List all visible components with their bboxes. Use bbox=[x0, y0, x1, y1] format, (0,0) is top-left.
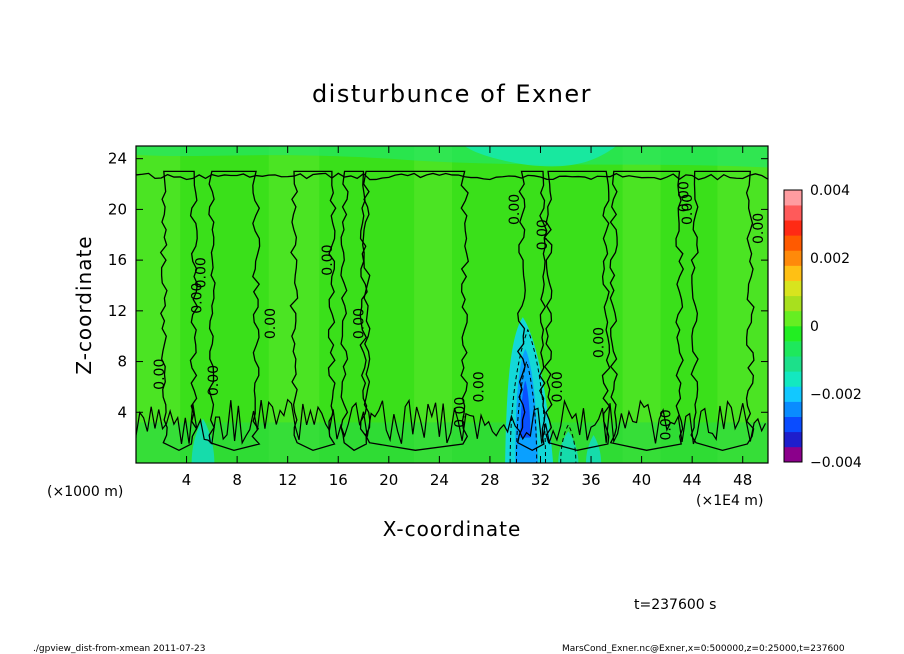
contour-label: 0.00 bbox=[535, 219, 551, 250]
colorbar-swatch bbox=[784, 205, 802, 221]
field-top-layer bbox=[136, 146, 768, 168]
contour-line bbox=[159, 170, 199, 452]
contour-line-negative bbox=[560, 424, 577, 463]
x-tick-label: 24 bbox=[430, 471, 449, 489]
x-tick-label: 20 bbox=[379, 471, 398, 489]
colorbar-swatch bbox=[784, 446, 802, 463]
colorbar-swatch bbox=[784, 401, 802, 417]
contour-line bbox=[136, 172, 768, 181]
colorbar-tick-label: −0.004 bbox=[810, 455, 862, 471]
y-axis-label: Z-coordinate bbox=[72, 235, 96, 374]
contour-label: 0.00 bbox=[152, 359, 168, 390]
field-patch bbox=[558, 431, 579, 463]
contour-label: 0.00 bbox=[550, 371, 566, 402]
y-tick-label: 20 bbox=[108, 200, 127, 218]
contour-label: 0.00 bbox=[206, 365, 222, 396]
chart-title: disturbunce of Exner bbox=[312, 80, 592, 108]
contour-line bbox=[289, 170, 337, 452]
colorbar-frame bbox=[783, 189, 803, 463]
contour-line bbox=[543, 170, 611, 451]
time-label: t=237600 s bbox=[634, 597, 716, 613]
x-axis-label: X-coordinate bbox=[383, 517, 522, 541]
contour-line bbox=[362, 170, 469, 451]
x-tick-label: 16 bbox=[329, 471, 348, 489]
x-tick-label: 8 bbox=[232, 471, 242, 489]
contour-label: 0.00 bbox=[472, 371, 488, 402]
footer-right: MarsCond_Exner.nc@Exner,x=0:500000,z=0:2… bbox=[562, 644, 845, 654]
contour-line bbox=[340, 170, 368, 452]
field-patch bbox=[585, 435, 602, 463]
colorbar-swatch bbox=[784, 326, 802, 342]
field-band bbox=[717, 146, 768, 463]
x-unit-left: (×1000 m) bbox=[47, 484, 123, 500]
contour-label: 0.00 bbox=[352, 308, 368, 339]
contour-label: 0.00 bbox=[507, 194, 523, 225]
x-tick-label: 32 bbox=[531, 471, 550, 489]
field-top-cyan bbox=[464, 146, 617, 167]
contour-label: 0.00 bbox=[263, 308, 279, 339]
colorbar-swatches bbox=[784, 190, 802, 463]
contour-lines bbox=[136, 170, 768, 463]
x-tick-label: 4 bbox=[182, 471, 192, 489]
plot-frame bbox=[135, 145, 769, 464]
field-patch bbox=[191, 418, 215, 463]
x-tick-label: 36 bbox=[581, 471, 600, 489]
contour-labels: 0.000.000.000.000.000.000.000.000.000.00… bbox=[152, 181, 767, 440]
colorbar-tick-label: −0.002 bbox=[810, 387, 862, 403]
contour-label: 0.00 bbox=[659, 409, 675, 440]
colorbar-swatch bbox=[784, 235, 802, 251]
contour-line bbox=[208, 170, 261, 451]
contour-label: 0.00 bbox=[676, 181, 692, 212]
x-tick-label: 44 bbox=[683, 471, 702, 489]
x-tick-label: 28 bbox=[480, 471, 499, 489]
colorbar-tick-label: 0.002 bbox=[810, 251, 850, 267]
contour-line-negative bbox=[515, 359, 538, 463]
contour-label: 0.00 bbox=[190, 283, 206, 314]
colorbar: 0.004 0.002 0 −0.002 −0.004 bbox=[783, 183, 862, 471]
colorbar-swatch bbox=[784, 220, 802, 236]
contour-label: 0.00 bbox=[592, 327, 608, 358]
colorbar-swatch bbox=[784, 431, 802, 448]
colorbar-swatch bbox=[784, 356, 802, 372]
x-ticks: 4 8 12 16 20 24 28 32 36 40 44 48 bbox=[182, 146, 752, 489]
y-tick-label: 16 bbox=[108, 251, 127, 269]
colorbar-swatch bbox=[784, 295, 802, 312]
y-tick-label: 12 bbox=[108, 302, 127, 320]
colorbar-swatch bbox=[784, 190, 802, 206]
plot-area: 0.000.000.000.000.000.000.000.000.000.00… bbox=[108, 145, 769, 489]
contour-label: 0.00 bbox=[194, 257, 210, 288]
field-band bbox=[414, 146, 452, 463]
contour-line bbox=[690, 170, 755, 451]
contour-label: 0.00 bbox=[751, 213, 767, 244]
x-tick-label: 12 bbox=[278, 471, 297, 489]
y-tick-label: 4 bbox=[117, 403, 127, 421]
colorbar-swatch bbox=[784, 250, 802, 266]
contour-label: 0.00 bbox=[320, 245, 336, 276]
contour-line bbox=[516, 170, 548, 452]
x-tick-label: 40 bbox=[632, 471, 651, 489]
colorbar-swatch bbox=[784, 310, 802, 327]
colorbar-swatch bbox=[784, 371, 802, 387]
x-unit-right: (×1E4 m) bbox=[696, 493, 763, 509]
contour-label: 0.00 bbox=[453, 397, 469, 428]
colorbar-swatch bbox=[784, 265, 802, 281]
colorbar-ticks: 0.004 0.002 0 −0.002 −0.004 bbox=[810, 183, 862, 471]
x-tick-label: 48 bbox=[733, 471, 752, 489]
contour-line bbox=[609, 170, 684, 451]
colorbar-swatch bbox=[784, 341, 802, 357]
y-tick-label: 24 bbox=[108, 150, 127, 168]
colorbar-tick-label: 0.004 bbox=[810, 183, 850, 199]
y-ticks: 4 8 12 16 20 24 bbox=[108, 150, 768, 421]
footer-left: ./gpview_dist-from-xmean 2011-07-23 bbox=[33, 644, 205, 654]
colorbar-swatch bbox=[784, 386, 802, 402]
contour-line bbox=[136, 398, 767, 445]
colorbar-swatch bbox=[784, 416, 802, 433]
contour-label: 0.00 bbox=[680, 194, 696, 225]
colorbar-swatch bbox=[784, 280, 802, 297]
y-tick-label: 8 bbox=[117, 353, 127, 371]
colorbar-tick-label: 0 bbox=[810, 319, 819, 335]
contour-line-negative bbox=[509, 328, 547, 463]
